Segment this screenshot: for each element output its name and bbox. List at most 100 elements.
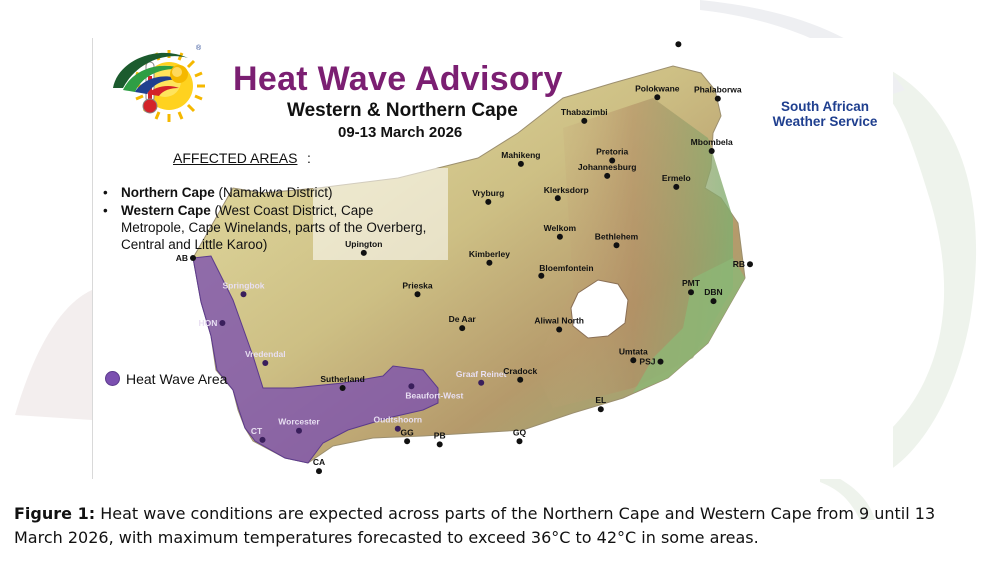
city-marker-icon [436, 441, 443, 448]
city-label: RB [733, 259, 745, 269]
city-label: Vredendal [245, 349, 286, 359]
heat-wave-area [192, 255, 439, 464]
bullet-icon: • [103, 185, 108, 200]
city-label: Kimberley [469, 249, 510, 259]
city-label: Vryburg [472, 188, 504, 198]
city-marker-icon [486, 259, 493, 266]
logo-line-2: Weather Service [772, 114, 878, 129]
caption-lead: Figure 1: [14, 504, 96, 523]
city-label: PSJ [639, 357, 655, 367]
city-marker-icon [657, 358, 664, 365]
city-marker-icon [517, 376, 524, 383]
city-label: Johannesburg [578, 162, 637, 172]
city-label: GQ [513, 427, 527, 437]
city-label: Graaf Reinet [456, 369, 507, 379]
city-marker-icon [404, 438, 411, 445]
city-marker-icon [688, 289, 694, 296]
city-label: DBN [704, 287, 722, 297]
advisory-title: Heat Wave Advisory [233, 60, 563, 98]
saws-logo-icon: ® [113, 44, 202, 96]
city-label: PB [434, 430, 446, 440]
city-label: Welkom [544, 223, 577, 233]
city-label: Cradock [503, 366, 537, 376]
registered-mark: ® [196, 44, 202, 52]
list-item: • Northern Cape (Namakwa District) [99, 184, 429, 201]
city-marker-icon [710, 298, 717, 305]
list-item: • Western Cape (West Coast District, Cap… [99, 202, 429, 253]
advisory-panel: Musina Polokwane Phalaborwa Thabazimbi Mbomb… [92, 38, 893, 479]
city-marker-icon [554, 195, 561, 202]
affected-areas-heading: AFFECTED AREAS [173, 150, 298, 166]
city-label: Phalaborwa [694, 85, 742, 95]
city-label: Oudtshoorn [373, 415, 422, 425]
city-marker-icon [714, 95, 721, 102]
city-label: Bloemfontein [539, 263, 593, 273]
city-marker-icon [485, 198, 492, 205]
city-marker-icon [675, 41, 682, 48]
city-label: Ermelo [662, 173, 691, 183]
city-label: Bethlehem [595, 231, 639, 241]
city-marker-icon [747, 261, 753, 268]
city-label: HON [199, 318, 218, 328]
city-label: Prieska [402, 280, 433, 290]
province-name: Northern Cape [121, 185, 215, 200]
city-marker-icon [609, 157, 616, 164]
city-marker-icon [478, 379, 485, 386]
advisory-subtitle: Western & Northern Cape [287, 100, 518, 121]
city-marker-icon [459, 325, 466, 332]
city-marker-icon [604, 172, 611, 179]
city-label: Worcester [278, 417, 320, 427]
city-label: AB [176, 253, 188, 263]
city-marker-icon [408, 383, 415, 390]
city-label: Beaufort-West [405, 390, 463, 400]
city-marker-icon [556, 233, 563, 240]
city-marker-icon [316, 468, 322, 475]
saws-logo-text: South African Weather Service [755, 99, 895, 129]
caption-text: Heat wave conditions are expected across… [14, 504, 936, 547]
city-markers: Musina Polokwane Phalaborwa Thabazimbi Mbomb… [176, 38, 753, 475]
city-marker-icon [339, 385, 346, 391]
city-marker-icon [613, 242, 620, 249]
city-marker-icon [240, 291, 247, 298]
city-label: GG [400, 427, 414, 437]
affected-areas-list: • Northern Cape (Namakwa District) • Wes… [99, 184, 429, 254]
city-marker-icon [394, 425, 401, 432]
city-label: Klerksdorp [544, 185, 589, 195]
city-label: EL [595, 395, 606, 405]
city-label: Polokwane [635, 83, 680, 93]
city-marker-icon [360, 249, 367, 256]
city-marker-icon [654, 94, 661, 101]
legend-swatch [105, 371, 120, 386]
city-label: Mbombela [691, 137, 733, 147]
city-marker-icon [219, 320, 226, 326]
city-marker-icon [673, 183, 680, 190]
city-marker-icon [296, 427, 302, 434]
city-marker-icon [556, 326, 563, 333]
city-label: Springbok [222, 280, 264, 290]
city-label: Pretoria [596, 147, 628, 157]
city-marker-icon [630, 357, 637, 364]
city-label: Umtata [619, 346, 648, 356]
city-marker-icon [597, 406, 604, 413]
affected-areas-colon: : [307, 150, 311, 166]
city-label: CT [251, 426, 263, 436]
city-label: PMT [682, 278, 701, 288]
city-marker-icon [516, 438, 523, 445]
city-marker-icon [517, 160, 524, 167]
legend-label: Heat Wave Area [126, 371, 228, 387]
lesotho [570, 279, 629, 339]
city-marker-icon [259, 436, 266, 443]
city-label: Mahikeng [501, 150, 540, 160]
city-label: Upington [345, 239, 382, 249]
city-label: Musina [664, 38, 694, 40]
city-marker-icon [414, 291, 421, 298]
city-marker-icon [190, 255, 196, 261]
city-label: Aliwal North [534, 316, 584, 326]
city-marker-icon [262, 360, 269, 366]
logo-line-1: South African [780, 99, 869, 114]
bullet-icon: • [103, 203, 108, 218]
city-label: Sutherland [320, 374, 364, 384]
province-detail: (West Coast District, Cape Metropole, Ca… [121, 203, 427, 252]
city-label: CA [313, 457, 325, 467]
figure-caption: Figure 1: Heat wave conditions are expec… [14, 502, 974, 550]
